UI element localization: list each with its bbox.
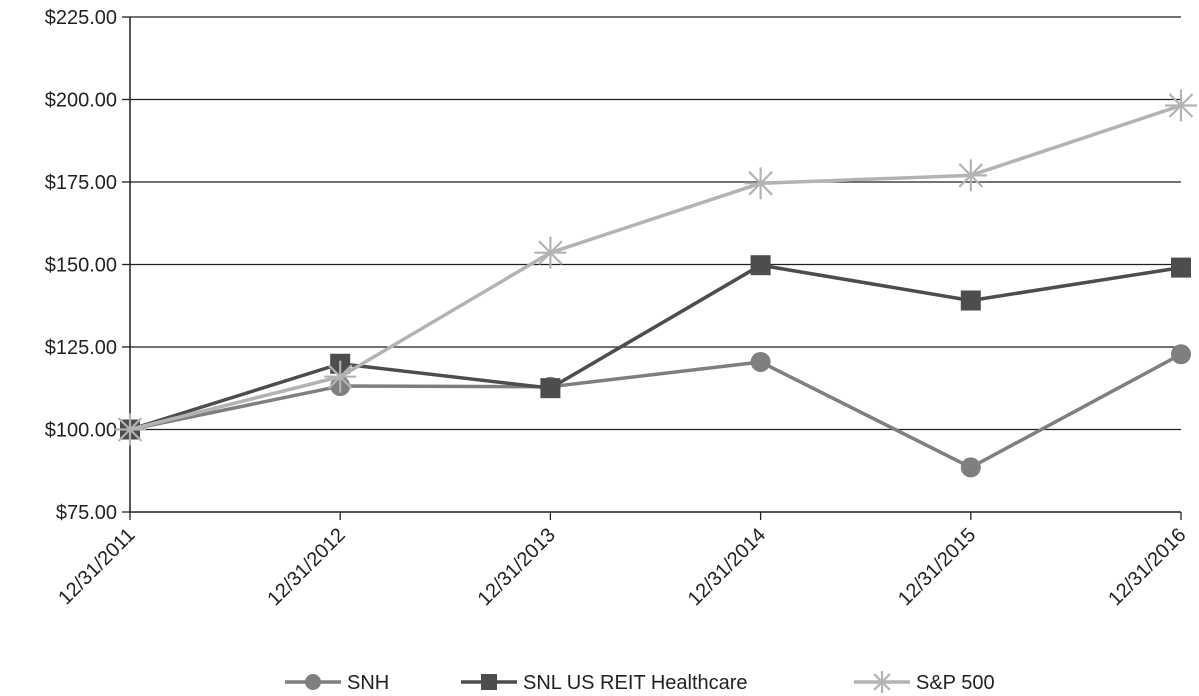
x-tick-label: 12/31/2011 [54, 524, 139, 609]
data-point [305, 674, 321, 690]
data-point [534, 236, 567, 269]
x-axis-tick-labels: 12/31/2011 12/31/2012 12/31/2013 12/31/2014… [54, 524, 1190, 610]
legend-item: SNH [285, 672, 389, 694]
data-point [960, 457, 981, 478]
data-point [540, 378, 561, 399]
data-point [750, 255, 771, 276]
legend-item: SNL US REIT Healthcare [461, 672, 748, 694]
x-tick-label: 12/31/2013 [474, 524, 560, 610]
x-tick-label: 12/31/2015 [894, 524, 980, 610]
data-point [1165, 89, 1197, 122]
y-axis-tick-labels: $75.00 $100.00 $125.00 $150.00 $175.00 $200.0… [45, 7, 117, 524]
legend: SNH SNL US REIT Healthcare S&P 500 [285, 671, 995, 694]
series-line [129, 352, 1182, 470]
x-tick-label: 12/31/2012 [263, 524, 349, 610]
data-point [1171, 257, 1191, 278]
series-line [129, 263, 1182, 432]
legend-label: S&P 500 [916, 672, 995, 694]
y-tick-label: $200.00 [45, 90, 117, 112]
data-point [960, 290, 981, 311]
data-point [481, 674, 497, 690]
y-tick-label: $75.00 [56, 502, 117, 524]
data-point [744, 167, 777, 200]
legend-label: SNL US REIT Healthcare [523, 672, 748, 694]
axes [122, 16, 1182, 520]
series-0 [120, 344, 1191, 478]
grid-lines [130, 16, 1181, 431]
legend-label: SNH [347, 672, 389, 694]
data-point [871, 671, 893, 693]
series-group [114, 89, 1197, 478]
y-tick-label: $225.00 [45, 7, 117, 29]
data-point [324, 360, 357, 393]
x-tick-label: 12/31/2014 [684, 524, 770, 610]
y-tick-label: $150.00 [45, 255, 117, 277]
legend-item: S&P 500 [854, 671, 995, 694]
y-tick-label: $175.00 [45, 172, 117, 194]
series-line [129, 103, 1182, 432]
data-point [1171, 344, 1191, 365]
y-tick-label: $100.00 [45, 420, 117, 442]
data-point [114, 413, 146, 446]
data-point [750, 351, 771, 372]
y-tick-label: $125.00 [45, 337, 117, 359]
x-tick-label: 12/31/2016 [1104, 524, 1190, 610]
data-point [954, 159, 987, 192]
series-2 [114, 89, 1197, 446]
